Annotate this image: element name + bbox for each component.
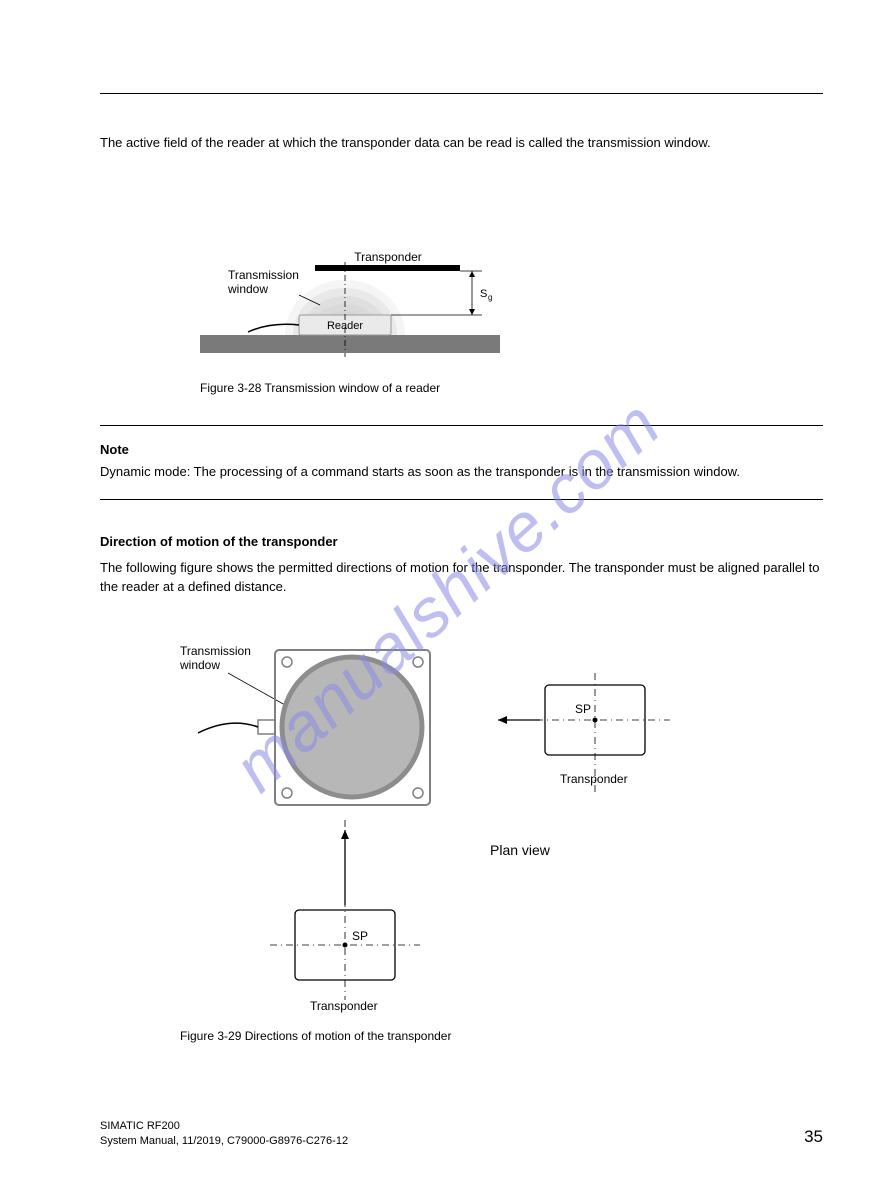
section-title: Direction of motion of the transponder	[100, 534, 823, 549]
note-block: Note Dynamic mode: The processing of a c…	[100, 425, 823, 500]
note-text: Dynamic mode: The processing of a comman…	[100, 463, 823, 481]
figure-1: Reader Transponder Transmission window S…	[200, 187, 823, 395]
footer-line1: SIMATIC RF200	[100, 1119, 823, 1134]
fig2-transwin-label-1: Transmission	[180, 644, 251, 658]
header-rule	[100, 93, 823, 94]
fig2-transwin-label-2: window	[180, 658, 220, 672]
footer-line2: System Manual, 11/2019, C79000-G8976-C27…	[100, 1134, 823, 1149]
footer-page-number: 35	[804, 1126, 823, 1149]
figure-2-svg: Transmission window SP Transponde	[180, 625, 670, 1020]
fig2-transponder-bottom: Transponder	[310, 999, 378, 1013]
section-text: The following figure shows the permitted…	[100, 559, 823, 597]
intro-paragraph: The active field of the reader at which …	[100, 134, 823, 153]
fig1-sg-label: S	[480, 288, 487, 300]
page-content: The active field of the reader at which …	[0, 0, 893, 1191]
fig2-sp-right: SP	[575, 702, 591, 716]
fig2-planview-label: Plan view	[490, 842, 551, 858]
figure-2: Transmission window SP Transponde	[180, 625, 823, 1043]
fig2-sp-bottom: SP	[352, 929, 368, 943]
note-title: Note	[100, 442, 823, 457]
fig2-transponder-right: Transponder	[560, 772, 628, 786]
fig1-transwin-label-1: Transmission	[228, 268, 299, 282]
fig1-transponder-label: Transponder	[354, 250, 422, 264]
fig1-transwin-label-2: window	[227, 282, 268, 296]
figure-1-caption: Figure 3-28 Transmission window of a rea…	[200, 381, 823, 395]
page-footer: SIMATIC RF200 System Manual, 11/2019, C7…	[100, 1119, 823, 1149]
figure-2-caption: Figure 3-29 Directions of motion of the …	[180, 1029, 823, 1043]
fig1-sg-sub: g	[488, 293, 492, 302]
figure-1-svg: Reader Transponder Transmission window S…	[200, 187, 530, 372]
